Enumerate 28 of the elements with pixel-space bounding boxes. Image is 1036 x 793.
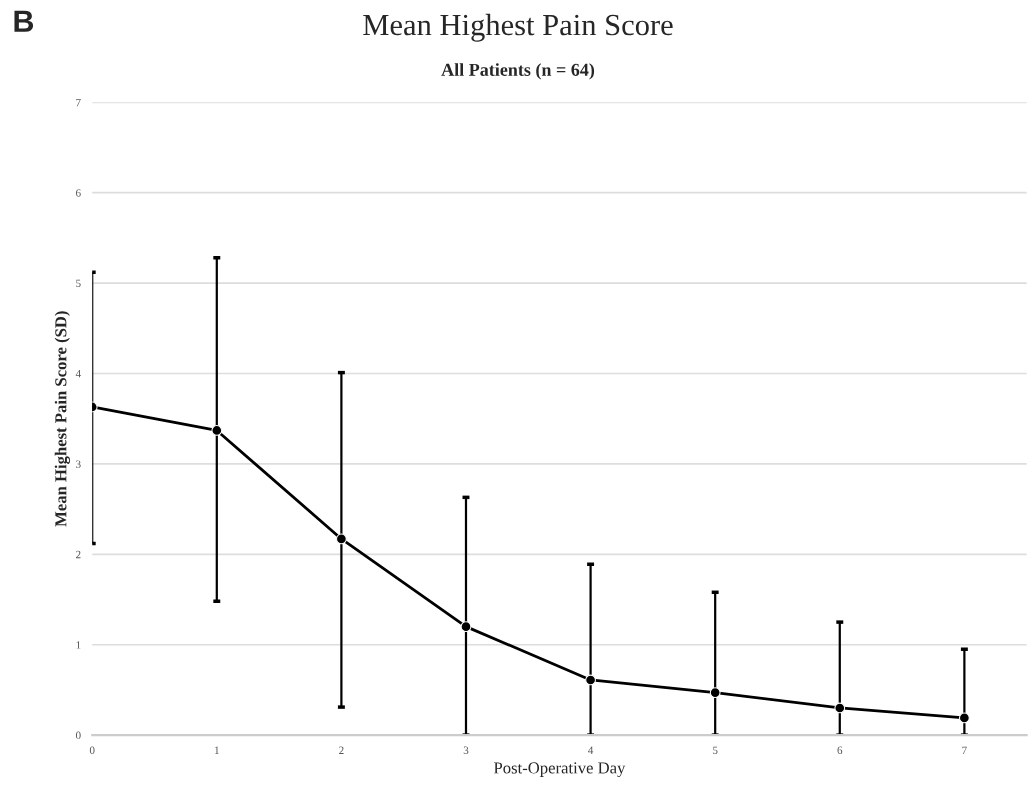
point — [834, 702, 846, 714]
point — [460, 621, 472, 633]
y-tick-label: 6 — [76, 189, 81, 197]
point — [336, 533, 347, 545]
y-tick-label: 0 — [75, 731, 81, 740]
point — [211, 425, 223, 436]
chart-subtitle: All Patients (n = 64) — [441, 63, 595, 80]
y-tick-label: 7 — [76, 98, 81, 107]
y-tick-label: 3 — [76, 460, 81, 468]
x-tick-label: 1 — [215, 746, 219, 754]
x-tick-label: 0 — [89, 746, 95, 755]
point — [709, 687, 721, 698]
x-tick-label: 7 — [962, 746, 967, 754]
y-axis-title: Mean Highest Pain Score (SD) — [54, 311, 70, 527]
point — [585, 674, 596, 686]
y-tick-label: 1 — [76, 641, 81, 649]
y-tick-label: 5 — [76, 279, 81, 288]
x-tick-label: 6 — [837, 746, 843, 755]
x-axis-title: Post-Operative Day — [493, 762, 626, 777]
x-tick-label: 3 — [463, 746, 469, 755]
y-tick-label: 4 — [75, 370, 81, 378]
x-tick-label: 2 — [339, 746, 344, 754]
chart-title: Mean Highest Pain Score — [363, 13, 673, 42]
y-tick-label: 2 — [76, 550, 81, 559]
x-tick-label: 4 — [588, 746, 594, 754]
x-tick-label: 5 — [713, 746, 718, 755]
point — [959, 712, 970, 724]
text: B — [14, 10, 34, 32]
